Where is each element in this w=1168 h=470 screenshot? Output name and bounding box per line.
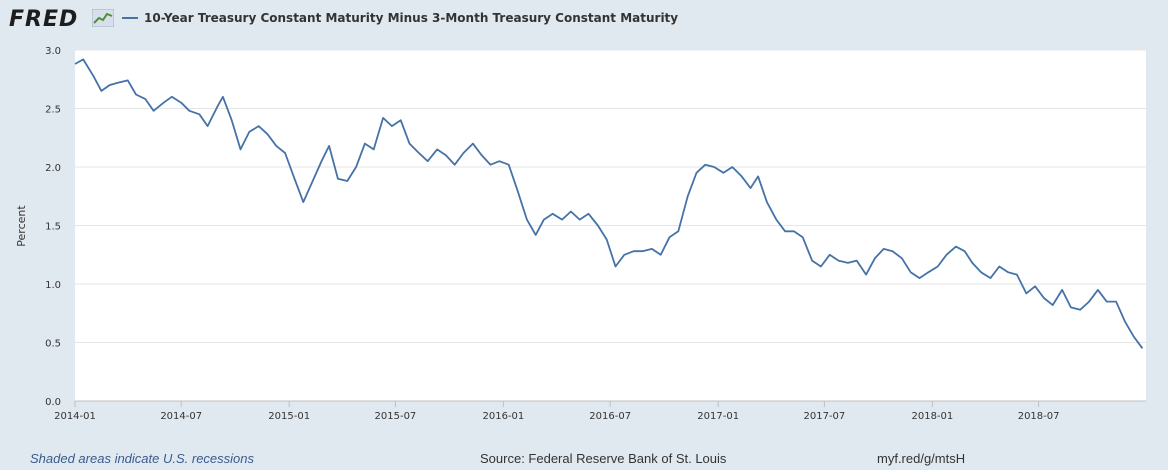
y-tick-label: 3.0 [45, 46, 61, 57]
series-title[interactable]: 10-Year Treasury Constant Maturity Minus… [144, 11, 679, 25]
source-label: Source: Federal Reserve Bank of St. Loui… [480, 451, 727, 466]
recessions-note: Shaded areas indicate U.S. recessions [30, 451, 255, 466]
x-tick-label: 2017-01 [697, 411, 739, 422]
y-axis-ticks: 0.0 0.5 1.0 1.5 2.0 2.5 3.0 [45, 46, 61, 408]
y-tick-label: 2.0 [45, 163, 61, 174]
x-axis-ticks: 2014-01 2014-07 2015-01 2015-07 2016-01 2016-… [54, 401, 1060, 422]
fred-logo[interactable]: FRED [9, 7, 79, 32]
y-tick-label: 1.5 [45, 222, 61, 233]
x-tick-label: 2014-01 [54, 411, 96, 422]
y-tick-label: 1.0 [45, 280, 61, 291]
x-tick-label: 2018-01 [911, 411, 953, 422]
legend-swatch [122, 17, 138, 19]
x-tick-label: 2015-07 [375, 411, 417, 422]
series-line[interactable] [74, 58, 1144, 349]
x-tick-label: 2015-01 [268, 411, 310, 422]
y-tick-label: 0.0 [45, 397, 61, 408]
chart-header: FRED 10-Year Treasury Constant Maturity … [0, 0, 1168, 40]
grid-lines [75, 49, 1146, 343]
x-tick-label: 2016-01 [483, 411, 525, 422]
x-tick-label: 2014-07 [160, 411, 202, 422]
short-url[interactable]: myf.red/g/mtsH [877, 451, 966, 466]
x-tick-label: 2018-07 [1018, 411, 1060, 422]
y-tick-label: 0.5 [45, 339, 61, 350]
x-tick-label: 2017-07 [804, 411, 846, 422]
chart-line-icon [92, 9, 114, 27]
x-tick-label: 2016-07 [589, 411, 631, 422]
y-tick-label: 2.5 [45, 105, 61, 116]
legend: 10-Year Treasury Constant Maturity Minus… [122, 11, 678, 25]
y-axis-label: Percent [15, 205, 28, 247]
